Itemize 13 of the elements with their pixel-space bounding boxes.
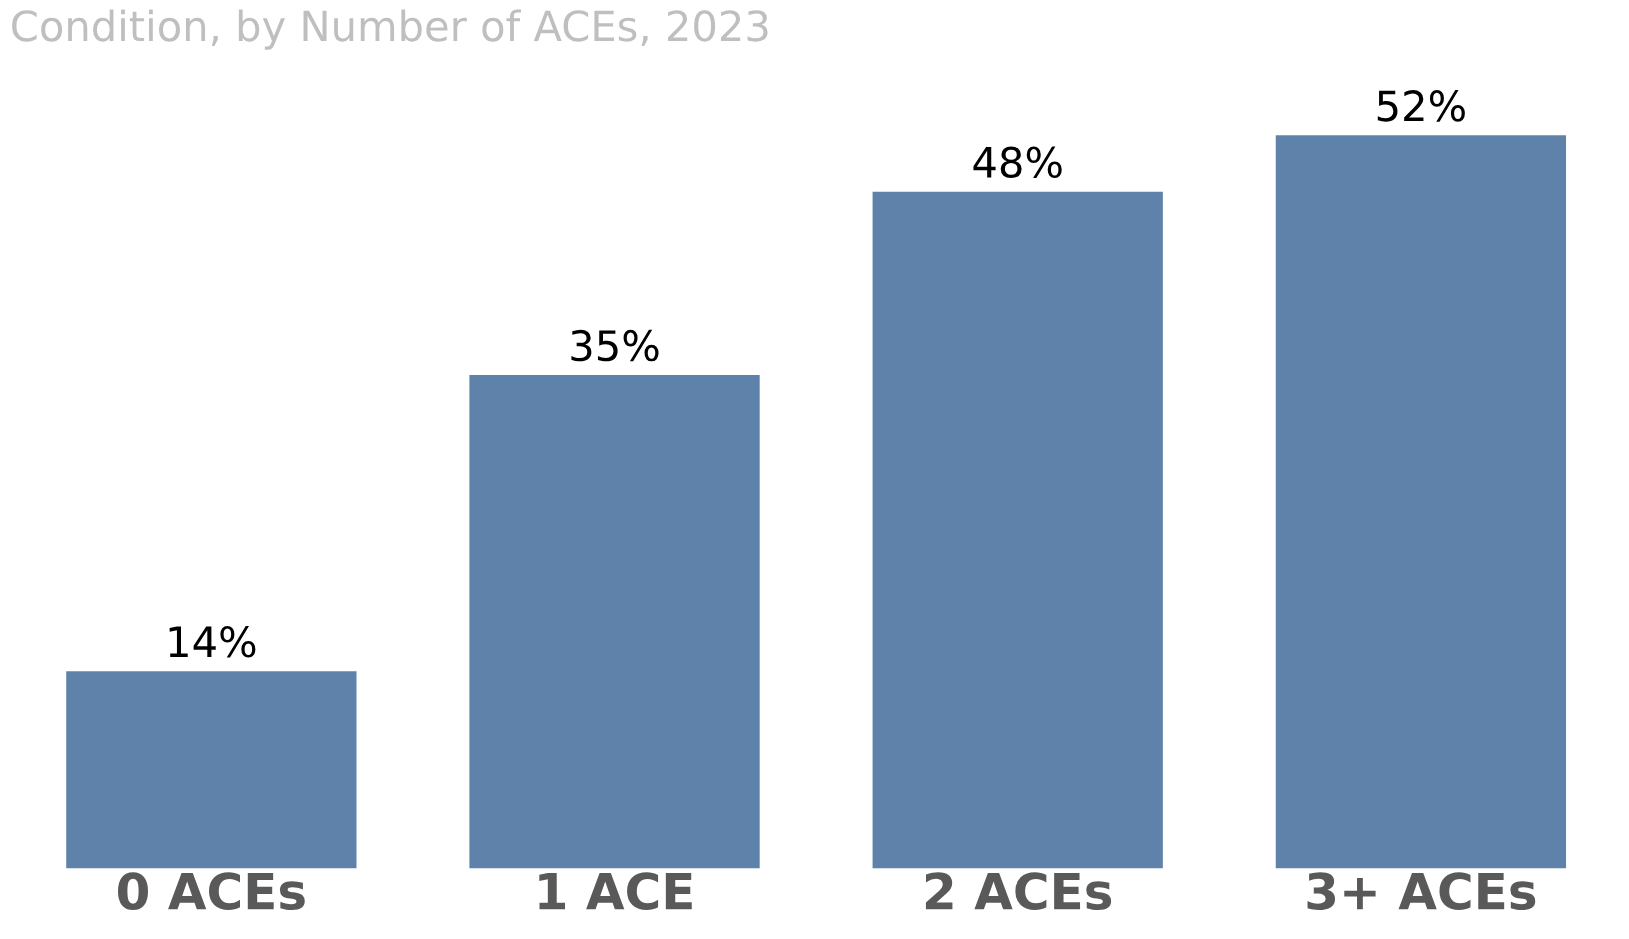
- data-label: 35%: [571, 329, 659, 362]
- x-tick-label: 3+ ACEs: [1307, 872, 1536, 911]
- bar: [66, 671, 357, 869]
- x-tick-label: 1 ACE: [539, 872, 692, 911]
- data-label: 52%: [1377, 90, 1465, 122]
- bar: [1275, 135, 1567, 869]
- x-tick-label: 0 ACEs: [118, 872, 305, 911]
- chart-subtitle: Condition, by Number of ACEs, 2023: [12, 9, 768, 50]
- bar: [872, 191, 1163, 869]
- x-tick-label: 2 ACEs: [925, 872, 1112, 911]
- bar: [469, 375, 760, 869]
- data-label: 14%: [169, 626, 256, 658]
- data-label: 48%: [973, 146, 1062, 179]
